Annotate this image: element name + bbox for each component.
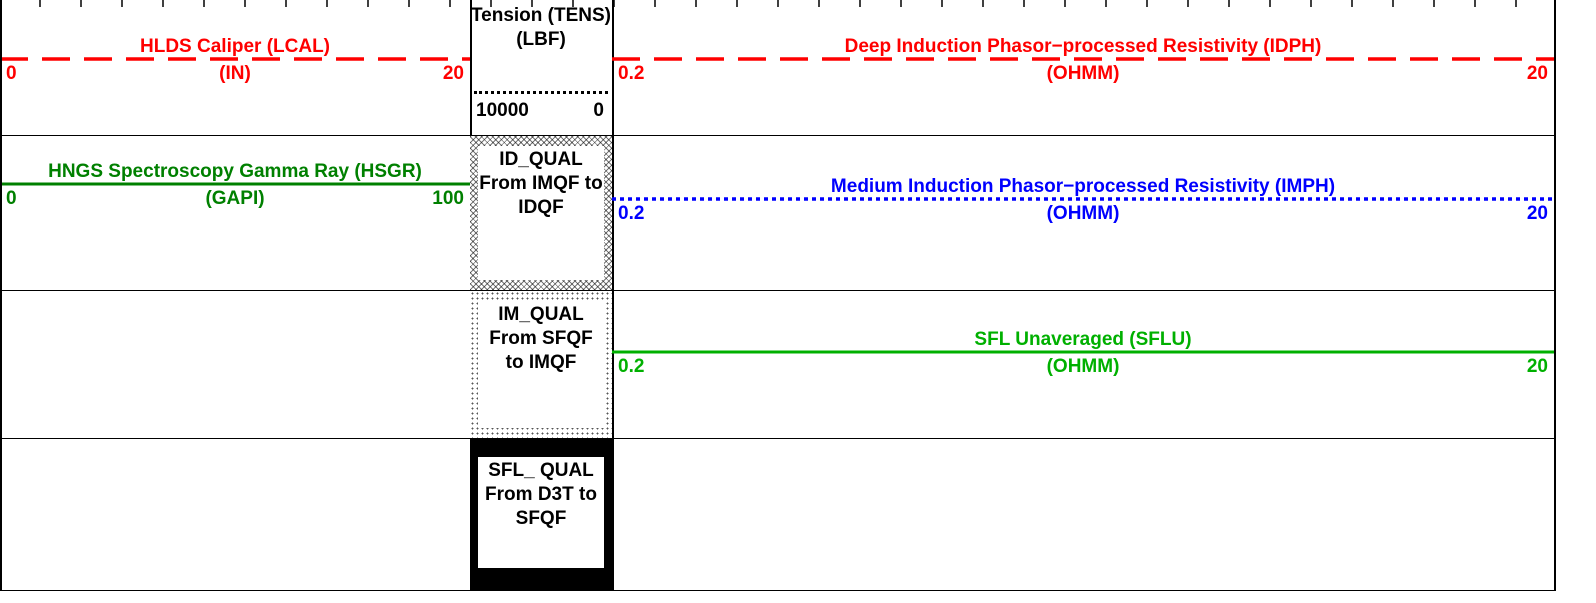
scale-right: 0 bbox=[593, 100, 604, 121]
left-cell: HLDS Caliper (LCAL) 0 (IN) 20 bbox=[0, 0, 472, 136]
curve-unit: (OHMM) bbox=[1046, 356, 1120, 377]
right-cell: Deep Induction Phasor−processed Resistiv… bbox=[612, 0, 1556, 136]
frame bbox=[0, 0, 2, 591]
curve-name: Medium Induction Phasor−processed Resist… bbox=[830, 176, 1336, 197]
curve-name: HNGS Spectroscopy Gamma Ray (HSGR) bbox=[48, 161, 422, 182]
scale-left: 0 bbox=[6, 188, 17, 209]
curve-unit: (GAPI) bbox=[205, 188, 265, 209]
curve-header: SFL Unaveraged (SFLU) 0.2 (OHMM) 20 bbox=[612, 329, 1554, 378]
scale-left: 0.2 bbox=[618, 63, 645, 84]
tension-name: Tension (TENS) (LBF) bbox=[470, 5, 612, 50]
curve-line bbox=[612, 350, 1554, 354]
tick-strip bbox=[39, 0, 1517, 7]
curve-scale: 0.2 (OHMM) 20 bbox=[612, 201, 1554, 225]
flag-label: SFL_ QUAL From D3T to SFQF bbox=[478, 457, 604, 568]
curve-name: HLDS Caliper (LCAL) bbox=[140, 36, 330, 57]
curve-header: Deep Induction Phasor−processed Resistiv… bbox=[612, 36, 1554, 85]
scale-right: 100 bbox=[432, 188, 464, 209]
curve-unit: (IN) bbox=[219, 63, 251, 84]
scale-left: 0.2 bbox=[618, 356, 645, 377]
curve-unit: (OHMM) bbox=[1046, 63, 1120, 84]
tension-cell: Tension (TENS) (LBF) 10000 0 bbox=[470, 0, 614, 136]
scale-left: 0 bbox=[6, 63, 17, 84]
curve-line bbox=[0, 57, 470, 61]
curve-line bbox=[612, 197, 1554, 201]
scale-left: 10000 bbox=[476, 100, 529, 121]
scale-right: 20 bbox=[1526, 356, 1548, 377]
tension-line bbox=[474, 91, 608, 94]
curve-line bbox=[0, 182, 470, 186]
curve-scale: 0 (GAPI) 100 bbox=[0, 186, 470, 210]
curve-scale: 0.2 (OHMM) 20 bbox=[612, 354, 1554, 378]
flag-cell: SFL_ QUAL From D3T to SFQF bbox=[470, 439, 614, 591]
left-cell: HNGS Spectroscopy Gamma Ray (HSGR) 0 (GAPI… bbox=[0, 136, 472, 291]
curve-name: SFL Unaveraged (SFLU) bbox=[974, 329, 1192, 350]
flag-cell: ID_QUAL From IMQF to IDQF bbox=[470, 136, 614, 291]
curve-unit: (OHMM) bbox=[1046, 203, 1120, 224]
flag-cell: IM_QUAL From SFQF to IMQF bbox=[470, 291, 614, 439]
scale-right: 20 bbox=[1526, 63, 1548, 84]
curve-header: HLDS Caliper (LCAL) 0 (IN) 20 bbox=[0, 36, 470, 85]
scale-left: 0.2 bbox=[618, 203, 645, 224]
scale-right: 20 bbox=[442, 63, 464, 84]
right-cell: Medium Induction Phasor−processed Resist… bbox=[612, 136, 1556, 291]
scale-right: 20 bbox=[1526, 203, 1548, 224]
curve-scale: 0.2 (OHMM) 20 bbox=[612, 61, 1554, 85]
curve-scale: 0 (IN) 20 bbox=[0, 61, 470, 85]
curve-line bbox=[612, 57, 1554, 61]
right-cell: SFL Unaveraged (SFLU) 0.2 (OHMM) 20 bbox=[612, 291, 1556, 439]
curve-header: Medium Induction Phasor−processed Resist… bbox=[612, 176, 1554, 225]
curve-header: HNGS Spectroscopy Gamma Ray (HSGR) 0 (GAPI… bbox=[0, 161, 470, 210]
flag-label: ID_QUAL From IMQF to IDQF bbox=[478, 146, 604, 280]
right-cell bbox=[612, 439, 1556, 591]
curve-name: Deep Induction Phasor−processed Resistiv… bbox=[844, 36, 1322, 57]
flag-label: IM_QUAL From SFQF to IMQF bbox=[478, 301, 604, 428]
